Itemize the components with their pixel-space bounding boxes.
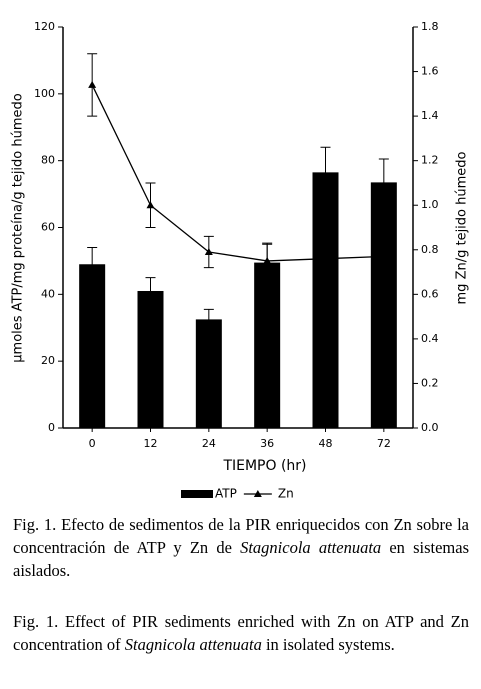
caption-text: en sistemas aislados. — [13, 538, 469, 580]
marker — [379, 252, 388, 260]
species-name: Stagnicola attenuata — [124, 635, 262, 654]
x-axis-label: TIEMPO (hr) — [222, 458, 306, 474]
error-bar — [320, 146, 331, 198]
y2-tick-label: 1.4 — [421, 109, 439, 122]
x-tick-label: 12 — [144, 437, 158, 450]
marker — [88, 80, 97, 88]
legend-marker — [253, 490, 262, 497]
y-tick-label: 20 — [41, 354, 55, 367]
legend-label: Zn — [278, 487, 294, 501]
bar — [195, 319, 222, 428]
caption-es: Fig. 1. Efecto de sedimentos de la PIR e… — [13, 513, 469, 582]
caption-text: Fig. 1. Efecto de sedimentos de la PIR e… — [13, 515, 469, 557]
marker — [321, 254, 330, 262]
y-tick-label: 100 — [34, 87, 55, 100]
x-tick-label: 0 — [89, 437, 96, 450]
bar — [312, 172, 339, 428]
caption-text: in isolated systems. — [261, 635, 395, 654]
y-tick-label: 0 — [48, 421, 55, 434]
bar — [254, 262, 281, 428]
y-axis-label: µmoles ATP/mg proteína/g tejido húmedo — [11, 93, 26, 362]
y2-tick-label: 1.0 — [421, 198, 439, 211]
error-bar — [87, 247, 98, 282]
y2-tick-label: 0.4 — [421, 332, 439, 345]
species-name: Stagnicola attenuata — [240, 538, 382, 557]
y2-tick-label: 0.8 — [421, 243, 439, 256]
y-tick-label: 40 — [41, 287, 55, 300]
line — [91, 84, 384, 262]
bar — [79, 264, 106, 428]
y2-tick-label: 1.2 — [421, 154, 439, 167]
error-bar — [378, 158, 389, 207]
y2-axis-label: mg Zn/g tejido húmedo — [455, 151, 470, 304]
chart: TIEMPO (hr) µmoles ATP/mg proteína/g tej… — [11, 20, 470, 501]
caption-en: Fig. 1. Effect of PIR sediments enriched… — [13, 610, 469, 656]
y2-tick-label: 1.6 — [421, 65, 439, 78]
caption-text: Fig. 1. Effect of PIR sediments enriched… — [13, 612, 469, 654]
bar — [370, 182, 397, 428]
marker — [263, 256, 272, 264]
x-tick-label: 36 — [260, 437, 274, 450]
marker — [204, 248, 213, 256]
legend-label: ATP — [215, 487, 237, 501]
error-bar — [145, 277, 156, 305]
y2-tick-label: 0.6 — [421, 287, 439, 300]
legend-swatch — [181, 490, 213, 498]
y2-tick-label: 1.8 — [421, 20, 439, 33]
bar — [137, 290, 164, 428]
y-tick-label: 120 — [34, 20, 55, 33]
y-tick-label: 80 — [41, 154, 55, 167]
x-tick-label: 72 — [377, 437, 391, 450]
marker — [146, 201, 155, 209]
y2-tick-label: 0.2 — [421, 376, 439, 389]
y2-tick-label: 0.0 — [421, 421, 439, 434]
error-bar — [203, 308, 214, 330]
x-tick-label: 48 — [319, 437, 333, 450]
y-tick-label: 60 — [41, 221, 55, 234]
x-tick-label: 24 — [202, 437, 216, 450]
